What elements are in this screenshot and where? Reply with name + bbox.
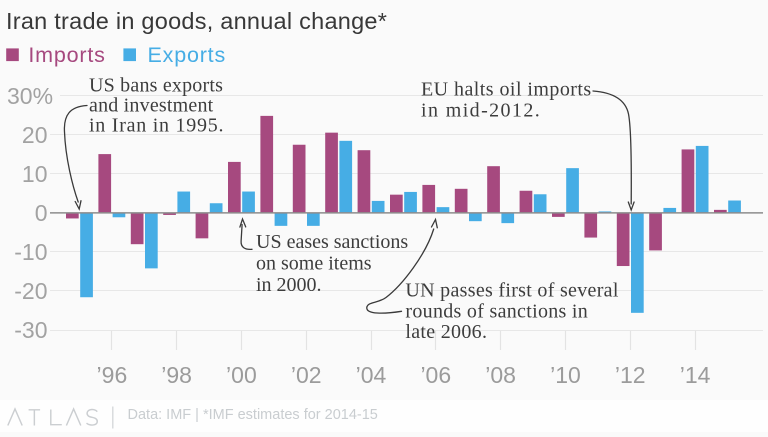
svg-text:rounds of sanctions in: rounds of sanctions in xyxy=(405,300,588,322)
svg-text:and investment: and investment xyxy=(89,94,214,116)
svg-text:Imports: Imports xyxy=(28,43,105,67)
svg-text:late 2006.: late 2006. xyxy=(405,321,487,343)
svg-text:’14: ’14 xyxy=(680,362,711,388)
svg-text:Data: IMF | *IMF estimates for: Data: IMF | *IMF estimates for 2014-15 xyxy=(128,407,378,423)
svg-text:’06: ’06 xyxy=(420,362,451,388)
svg-text:’98: ’98 xyxy=(161,362,192,388)
svg-text:20: 20 xyxy=(22,122,48,148)
svg-text:’12: ’12 xyxy=(615,362,646,388)
svg-text:’10: ’10 xyxy=(550,362,581,388)
svg-text:-10: -10 xyxy=(14,239,47,265)
svg-text:’04: ’04 xyxy=(356,362,387,388)
svg-text:UN passes first of several: UN passes first of several xyxy=(405,280,618,302)
svg-text:US bans exports: US bans exports xyxy=(89,74,223,96)
svg-text:’08: ’08 xyxy=(485,362,516,388)
svg-text:’02: ’02 xyxy=(291,362,322,388)
svg-text:10: 10 xyxy=(22,161,48,187)
svg-text:’00: ’00 xyxy=(226,362,257,388)
svg-text:’96: ’96 xyxy=(97,362,128,388)
svg-text:US eases sanctions: US eases sanctions xyxy=(256,231,408,253)
svg-text:in mid-2012.: in mid-2012. xyxy=(421,100,541,122)
svg-text:in 2000.: in 2000. xyxy=(256,274,322,296)
svg-text:0: 0 xyxy=(35,200,48,226)
svg-text:30%: 30% xyxy=(7,83,53,109)
svg-text:Exports: Exports xyxy=(148,43,227,67)
svg-text:Iran trade in goods, annual ch: Iran trade in goods, annual change* xyxy=(6,8,387,34)
svg-text:-20: -20 xyxy=(14,278,47,304)
svg-text:EU halts oil imports: EU halts oil imports xyxy=(421,78,592,100)
svg-text:in Iran in 1995.: in Iran in 1995. xyxy=(89,115,224,137)
svg-text:-30: -30 xyxy=(14,317,47,343)
svg-text:on some items: on some items xyxy=(256,253,372,275)
